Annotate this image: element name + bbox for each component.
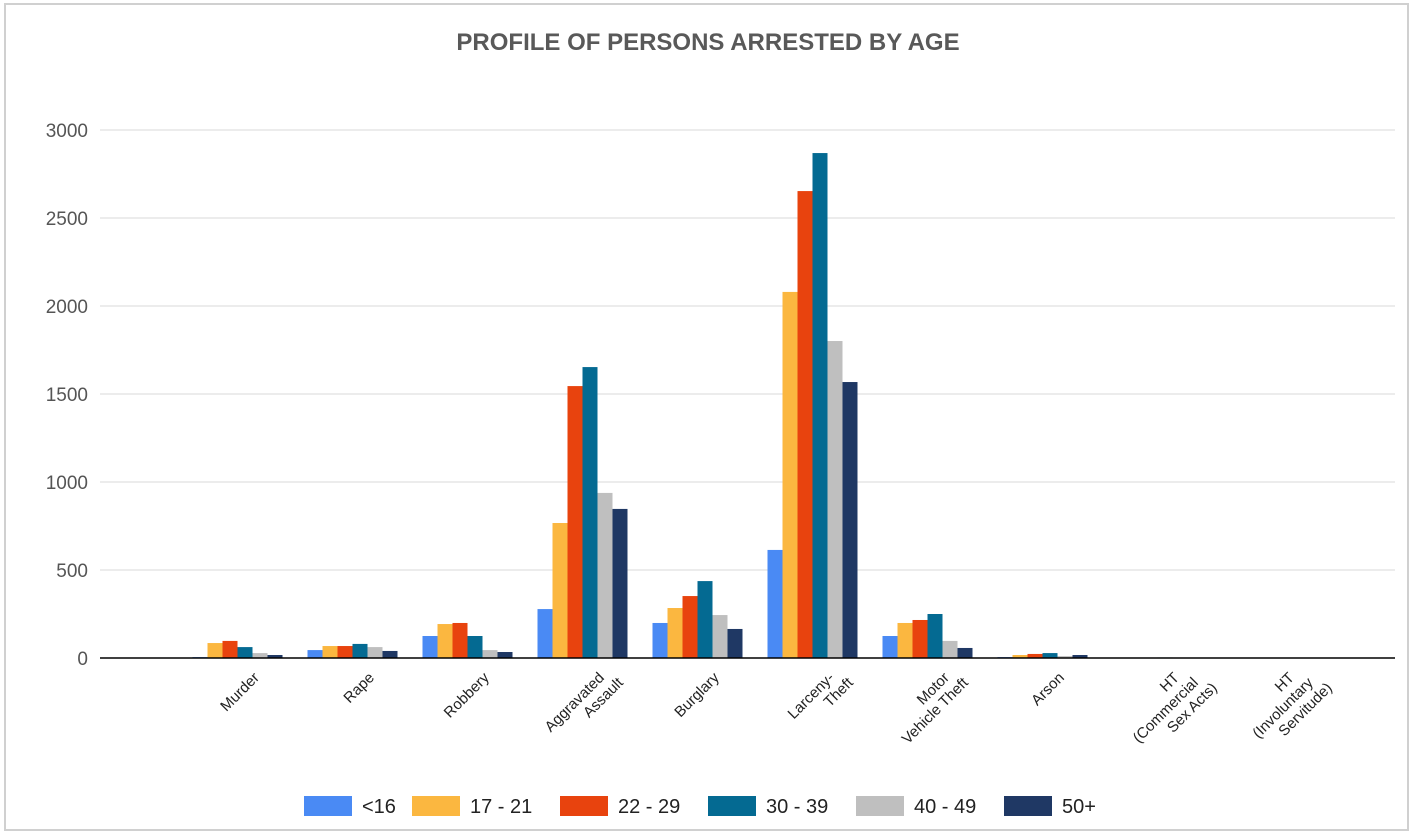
bar	[337, 646, 353, 658]
legend-swatch	[412, 796, 460, 816]
bar	[222, 640, 238, 658]
bar	[882, 636, 898, 658]
bar	[957, 647, 973, 658]
bar	[697, 581, 713, 658]
legend-label: 40 - 49	[914, 796, 976, 818]
bar	[582, 367, 598, 658]
bar	[567, 386, 583, 658]
bar	[1057, 656, 1073, 658]
legend-swatch	[1004, 796, 1052, 816]
bar	[322, 646, 338, 658]
bar	[927, 614, 943, 658]
bar	[797, 191, 813, 658]
y-tick-label: 2500	[46, 209, 88, 230]
y-tick-label: 1500	[46, 385, 88, 406]
bar	[352, 643, 368, 658]
bar	[667, 608, 683, 658]
bar	[482, 650, 498, 658]
legend-label: 22 - 29	[618, 796, 680, 818]
bar	[597, 492, 613, 658]
bar	[652, 622, 668, 658]
legend-swatch	[560, 796, 608, 816]
bar	[682, 596, 698, 658]
bar	[1012, 655, 1028, 658]
bar	[842, 382, 858, 658]
y-tick-label: 1000	[46, 473, 88, 494]
bar	[897, 622, 913, 658]
bar	[452, 622, 468, 658]
bar	[912, 619, 928, 658]
y-tick-label: 500	[56, 561, 88, 582]
bar	[812, 153, 828, 658]
legend-label: 30 - 39	[766, 796, 828, 818]
y-tick-label: 2000	[46, 297, 88, 318]
bar	[1072, 655, 1088, 658]
legend-swatch	[304, 796, 352, 816]
bar	[207, 643, 223, 658]
legend-swatch	[856, 796, 904, 816]
bar	[827, 341, 843, 658]
bar	[1027, 653, 1043, 658]
bar	[767, 549, 783, 658]
bar	[727, 628, 743, 658]
bar	[1042, 653, 1058, 658]
legend-label: <16	[362, 796, 396, 818]
bar	[612, 508, 628, 658]
bar	[237, 647, 253, 658]
y-tick-label: 3000	[46, 121, 88, 142]
legend-label: 50+	[1062, 796, 1096, 818]
bar	[367, 647, 383, 658]
legend-swatch	[708, 796, 756, 816]
y-tick-label: 0	[77, 649, 88, 670]
bar	[382, 650, 398, 658]
bar	[422, 636, 438, 658]
chart-title: PROFILE OF PERSONS ARRESTED BY AGE	[456, 29, 959, 56]
legend-label: 17 - 21	[470, 796, 532, 818]
bar	[267, 655, 283, 658]
bar	[497, 652, 513, 658]
bar	[437, 624, 453, 658]
bar	[552, 523, 568, 658]
bar	[307, 650, 323, 658]
bar	[252, 653, 268, 658]
bar	[467, 636, 483, 658]
bar	[942, 640, 958, 658]
chart-border	[4, 3, 1409, 831]
bar	[782, 291, 798, 658]
bar	[537, 609, 553, 658]
bar	[712, 615, 728, 658]
